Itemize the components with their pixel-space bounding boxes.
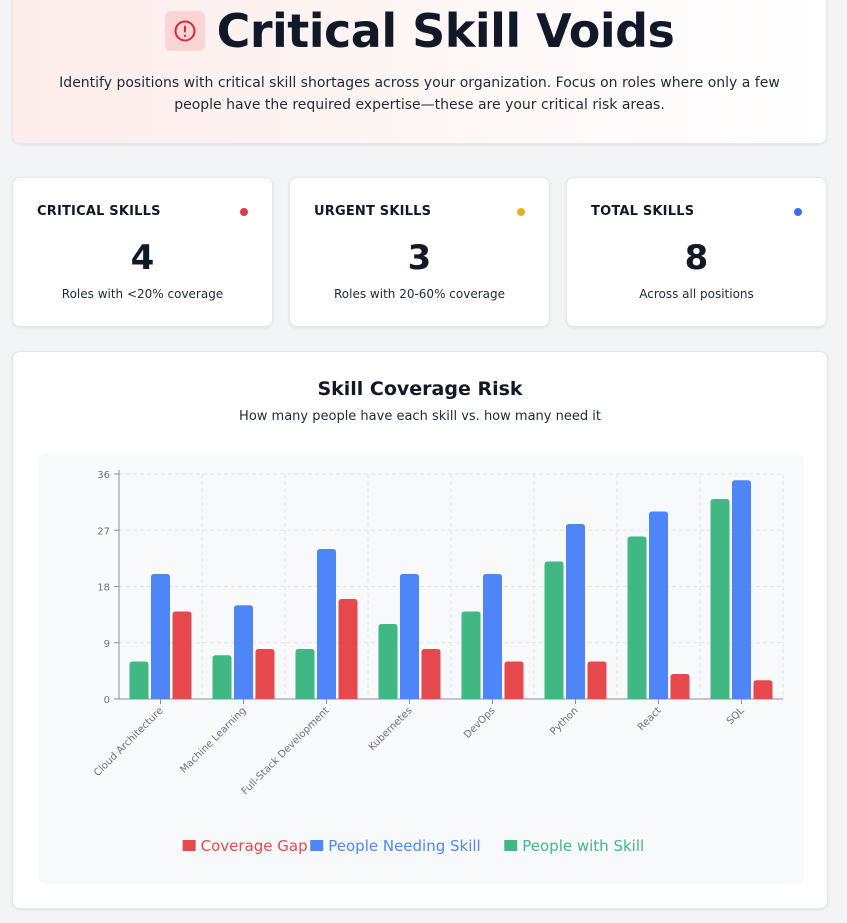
legend-swatch	[182, 840, 196, 851]
y-tick-label: 9	[104, 639, 110, 650]
bar-people-needing-skill	[234, 605, 253, 699]
bar-people-needing-skill	[151, 574, 170, 699]
bar-people-needing-skill	[566, 524, 585, 699]
bar-coverage-gap	[753, 680, 773, 699]
bar-coverage-gap	[421, 649, 441, 699]
bar-coverage-gap	[670, 674, 690, 699]
chart-area: 0 9 18 27 36 Cloud Architecture Machine Learni…	[38, 453, 804, 884]
legend-swatch	[504, 840, 518, 851]
bar-coverage-gap	[504, 661, 524, 699]
stat-label: URGENT SKILLS	[314, 204, 432, 219]
bar-coverage-gap	[172, 611, 192, 699]
x-tick-label: Cloud Architecture	[92, 705, 166, 779]
stat-caption: Roles with 20-60% coverage	[334, 287, 505, 301]
y-tick-label: 0	[104, 695, 110, 706]
x-tick-label: Kubernetes	[367, 705, 415, 753]
bar-people-with-skill	[129, 661, 149, 699]
chart-title: Skill Coverage Risk	[317, 378, 523, 400]
status-dot-icon	[240, 208, 248, 216]
legend-label: People with Skill	[522, 837, 644, 855]
stat-caption: Across all positions	[639, 287, 754, 301]
stat-value: 8	[684, 238, 709, 278]
bar-people-with-skill	[710, 499, 730, 699]
x-tick-label: Full-Stack Development	[240, 705, 332, 797]
stat-caption: Roles with <20% coverage	[61, 287, 224, 301]
x-tick-label: React	[636, 705, 664, 733]
legend-swatch	[310, 840, 324, 851]
bar-people-with-skill	[461, 611, 481, 699]
bar-people-with-skill	[212, 655, 232, 699]
bar-people-with-skill	[627, 536, 647, 699]
critical-skills-card: CRITICAL SKILLS 4 Roles with <20% covera…	[12, 177, 273, 327]
page-title: Critical Skill Voids	[216, 4, 675, 58]
stat-value: 4	[130, 238, 155, 278]
bar-people-needing-skill	[649, 511, 668, 699]
bar-people-with-skill	[378, 624, 398, 699]
status-dot-icon	[517, 208, 525, 216]
chart-card: Skill Coverage Risk How many people have…	[12, 351, 828, 909]
x-tick-label: DevOps	[462, 705, 497, 740]
y-tick-label: 27	[97, 526, 110, 537]
bar-people-needing-skill	[317, 549, 336, 699]
stat-label: TOTAL SKILLS	[591, 204, 695, 219]
bar-people-needing-skill	[732, 480, 751, 699]
bar-people-needing-skill	[400, 574, 419, 699]
y-tick-label: 18	[97, 583, 110, 594]
stat-value: 3	[407, 238, 432, 278]
y-tick-label: 36	[97, 470, 110, 481]
bar-coverage-gap	[338, 599, 358, 699]
header-card: Critical Skill Voids Identify positions …	[12, 0, 827, 144]
alert-circle-icon	[164, 11, 205, 51]
bar-coverage-gap	[255, 649, 275, 699]
bar-people-with-skill	[295, 649, 315, 699]
bar-chart: 0 9 18 27 36 Cloud Architecture Machine Learni…	[92, 470, 784, 855]
legend-label: People Needing Skill	[328, 837, 480, 855]
stat-label: CRITICAL SKILLS	[37, 204, 161, 219]
x-tick-label: SQL	[725, 705, 747, 727]
urgent-skills-card: URGENT SKILLS 3 Roles with 20-60% covera…	[289, 177, 550, 327]
chart-subtitle: How many people have each skill vs. how …	[239, 409, 601, 424]
bar-people-with-skill	[544, 561, 564, 699]
title-row: Critical Skill Voids	[13, 1, 826, 61]
status-dot-icon	[794, 208, 802, 216]
x-tick-label: Python	[548, 705, 580, 737]
total-skills-card: TOTAL SKILLS 8 Across all positions	[566, 177, 827, 327]
page-description: Identify positions with critical skill s…	[59, 75, 780, 113]
bar-people-needing-skill	[483, 574, 502, 699]
bar-coverage-gap	[587, 661, 607, 699]
legend-label: Coverage Gap	[201, 837, 308, 855]
x-tick-label: Machine Learning	[178, 705, 248, 775]
